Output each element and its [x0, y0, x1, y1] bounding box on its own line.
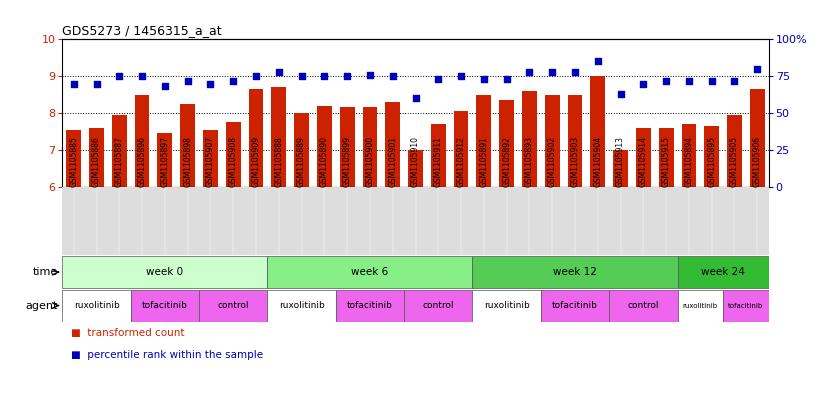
Point [591, 58, 604, 64]
Bar [66, 130, 81, 187]
Point [728, 77, 741, 84]
Bar [476, 95, 491, 187]
Bar [248, 89, 263, 187]
Bar [268, 256, 473, 288]
Bar [723, 290, 769, 321]
Point [477, 76, 490, 82]
Text: week 6: week 6 [352, 267, 389, 277]
Bar [499, 100, 514, 187]
Bar [180, 104, 195, 187]
Point [409, 95, 422, 101]
Point [158, 83, 171, 90]
Bar [541, 290, 609, 321]
Bar [362, 107, 377, 187]
Bar [677, 290, 723, 321]
Bar [431, 124, 445, 187]
Point [568, 68, 582, 75]
Bar [317, 106, 332, 187]
Text: tofacitinib: tofacitinib [728, 303, 764, 309]
Bar [727, 115, 742, 187]
Bar [62, 256, 268, 288]
Bar [404, 290, 473, 321]
Point [705, 77, 718, 84]
Point [249, 73, 263, 79]
Point [614, 91, 627, 97]
Point [113, 73, 126, 79]
Point [227, 77, 240, 84]
Text: ruxolitinib: ruxolitinib [278, 301, 324, 310]
Point [181, 77, 194, 84]
Bar [340, 107, 355, 187]
Text: tofacitinib: tofacitinib [142, 301, 188, 310]
Text: control: control [422, 301, 454, 310]
Point [363, 72, 376, 78]
Bar [89, 128, 104, 187]
Point [682, 77, 696, 84]
Bar [473, 256, 677, 288]
Point [204, 80, 217, 86]
Point [135, 73, 149, 79]
Text: ■  percentile rank within the sample: ■ percentile rank within the sample [71, 350, 263, 360]
Text: tofacitinib: tofacitinib [347, 301, 393, 310]
Point [67, 80, 81, 86]
Text: GDS5273 / 1456315_a_at: GDS5273 / 1456315_a_at [62, 24, 222, 37]
Bar [203, 130, 218, 187]
Text: week 0: week 0 [146, 267, 184, 277]
Point [660, 77, 673, 84]
Point [637, 80, 650, 86]
Bar [62, 290, 130, 321]
Bar [130, 290, 199, 321]
Bar [568, 95, 583, 187]
Bar [659, 128, 674, 187]
Bar [157, 133, 172, 187]
Bar [336, 290, 404, 321]
Text: ruxolitinib: ruxolitinib [484, 301, 529, 310]
Bar [386, 102, 400, 187]
Bar [408, 150, 423, 187]
Point [386, 73, 400, 79]
Point [750, 66, 764, 72]
Text: control: control [627, 301, 659, 310]
Text: week 24: week 24 [701, 267, 745, 277]
Point [455, 73, 468, 79]
Point [295, 73, 308, 79]
Text: ruxolitinib: ruxolitinib [74, 301, 120, 310]
Text: control: control [218, 301, 249, 310]
Bar [112, 115, 126, 187]
Text: week 12: week 12 [553, 267, 597, 277]
Point [523, 68, 536, 75]
Text: tofacitinib: tofacitinib [552, 301, 598, 310]
Point [546, 68, 559, 75]
Bar [705, 126, 719, 187]
Point [90, 80, 103, 86]
Bar [454, 111, 469, 187]
Point [341, 73, 354, 79]
Bar [750, 89, 765, 187]
Text: ■  transformed count: ■ transformed count [71, 328, 184, 338]
Bar [199, 290, 268, 321]
Bar [268, 290, 336, 321]
Bar [135, 95, 150, 187]
Bar [545, 95, 559, 187]
Text: ruxolitinib: ruxolitinib [683, 303, 718, 309]
Bar [294, 113, 309, 187]
Text: time: time [33, 267, 58, 277]
Bar [226, 122, 241, 187]
Bar [272, 87, 286, 187]
Point [431, 76, 445, 82]
Bar [613, 150, 628, 187]
Bar [677, 256, 769, 288]
Point [317, 73, 331, 79]
Bar [590, 76, 605, 187]
Bar [636, 128, 651, 187]
Bar [473, 290, 541, 321]
Bar [609, 290, 677, 321]
Text: agent: agent [26, 301, 58, 310]
Point [500, 76, 514, 82]
Point [272, 68, 285, 75]
Bar [522, 91, 537, 187]
Bar [681, 124, 696, 187]
